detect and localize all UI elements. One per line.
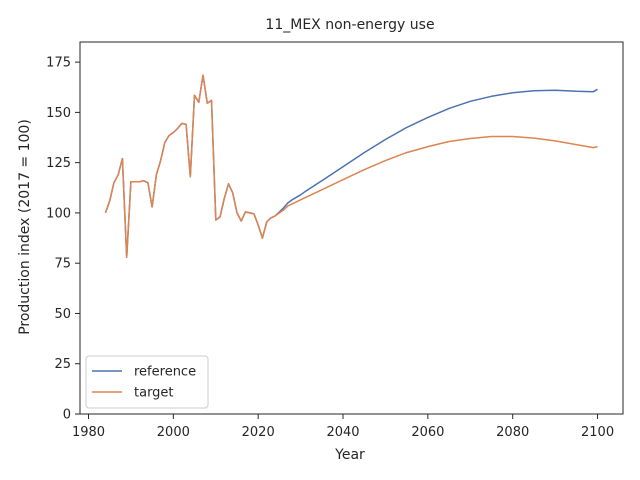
y-tick-label: 175 xyxy=(46,56,71,71)
y-tick-label: 125 xyxy=(46,156,71,171)
series-line-target xyxy=(104,74,598,258)
x-tick-label: 2060 xyxy=(411,425,444,440)
y-tick-label: 50 xyxy=(54,307,71,322)
y-tick-label: 25 xyxy=(54,357,71,372)
plot-area xyxy=(79,41,624,415)
x-tick-label: 2020 xyxy=(242,425,275,440)
x-tick-label: 2100 xyxy=(581,425,614,440)
x-tick-label: 1980 xyxy=(72,425,105,440)
x-axis: 1980 2000 2020 2040 2060 2080 2100 xyxy=(72,414,614,440)
legend-label-target: target xyxy=(134,386,174,401)
legend-label-reference: reference xyxy=(134,365,196,380)
x-tick-label: 2040 xyxy=(326,425,359,440)
chart-title: 11_MEX non-energy use xyxy=(265,17,434,33)
legend-box xyxy=(85,355,209,409)
x-axis-title: Year xyxy=(334,447,365,463)
y-tick-label: 0 xyxy=(63,408,71,423)
x-tick-label: 2000 xyxy=(157,425,190,440)
series-line-reference xyxy=(104,74,598,258)
plot-frame xyxy=(79,41,624,415)
legend: reference target xyxy=(85,355,209,409)
y-tick-label: 75 xyxy=(54,257,71,272)
y-tick-label: 100 xyxy=(46,206,71,221)
y-axis: 0 25 50 75 100 125 150 175 xyxy=(46,56,80,423)
y-axis-title: Production index (2017 = 100) xyxy=(17,119,33,335)
x-tick-label: 2080 xyxy=(496,425,529,440)
y-tick-label: 150 xyxy=(46,106,71,121)
